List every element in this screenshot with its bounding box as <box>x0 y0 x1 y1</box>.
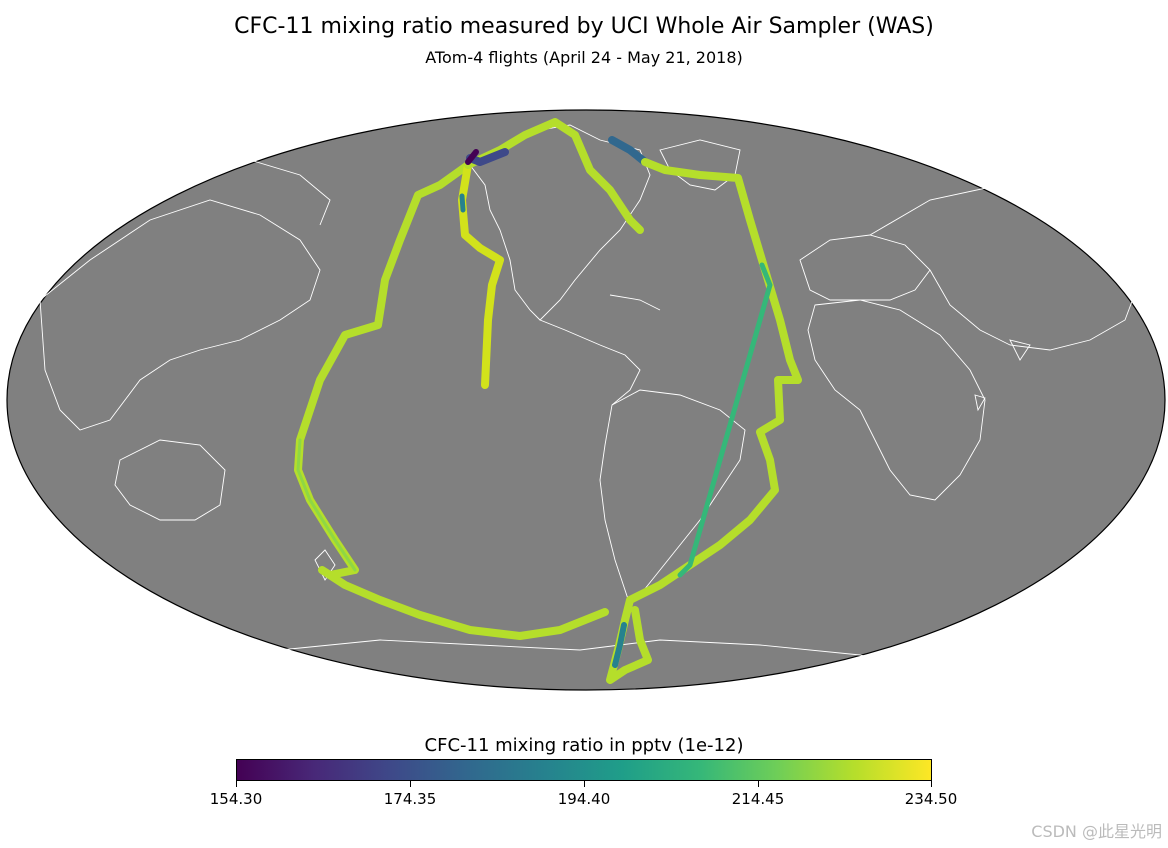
flight-track <box>294 118 802 684</box>
colorbar-tick <box>236 781 237 787</box>
colorbar-tick-label: 234.50 <box>904 790 958 808</box>
colorbar-label: CFC-11 mixing ratio in pptv (1e-12) <box>424 735 744 756</box>
map-subtitle: ATom-4 flights (April 24 - May 21, 2018) <box>425 48 743 67</box>
colorbar-tick <box>584 781 585 787</box>
world-map <box>6 109 1166 691</box>
colorbar-tick-label: 194.40 <box>557 790 611 808</box>
track-greenland <box>608 136 649 166</box>
track-north-pacific-teal <box>459 193 466 213</box>
track-arctic-darkest <box>465 149 479 165</box>
colorbar-tick-label: 174.35 <box>383 790 437 808</box>
coastlines <box>39 124 1141 666</box>
colorbar-tick <box>410 781 411 787</box>
track-atlantic <box>626 158 802 604</box>
colorbar <box>236 759 932 781</box>
track-arctic <box>464 118 644 234</box>
track-antarctic-teal <box>612 622 627 668</box>
colorbar-tick <box>931 781 932 787</box>
track-pacific-west-variations <box>296 438 357 572</box>
globe-ellipse <box>6 109 1166 691</box>
track-arctic-dark <box>466 148 509 166</box>
colorbar-tick-label: 154.30 <box>209 790 263 808</box>
watermark: CSDN @此星光明 <box>1031 822 1162 841</box>
track-atlantic-green <box>677 262 773 578</box>
colorbar-tick-label: 214.45 <box>731 790 785 808</box>
colorbar-tick <box>758 781 759 787</box>
map-title: CFC-11 mixing ratio measured by UCI Whol… <box>234 14 934 39</box>
